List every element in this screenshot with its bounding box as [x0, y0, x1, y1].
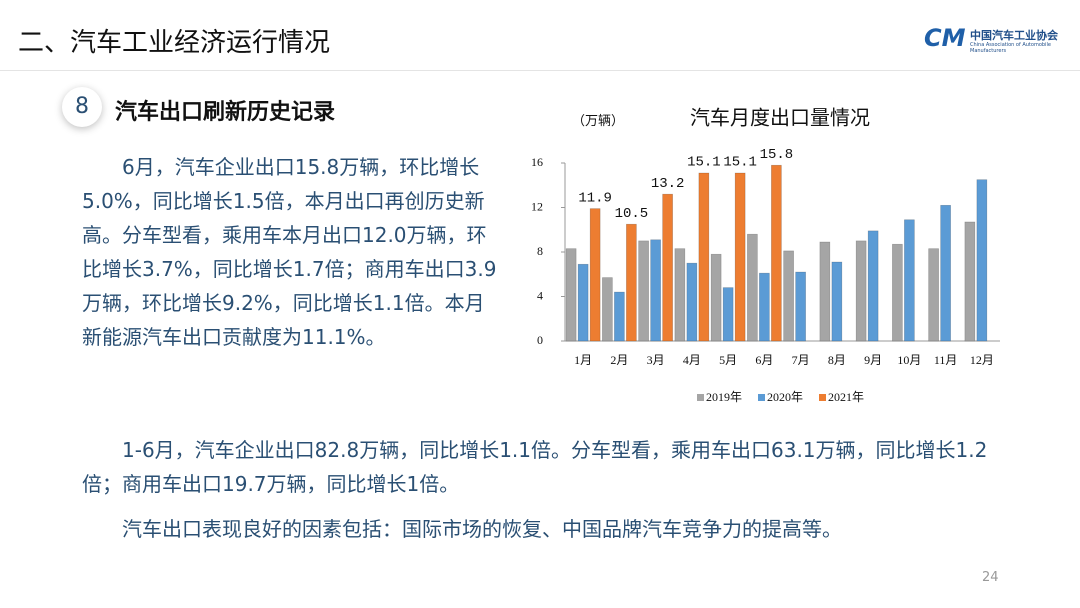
x-tick-label: 3月 [647, 353, 665, 367]
x-tick-label: 8月 [828, 353, 846, 367]
x-tick-label: 12月 [970, 353, 994, 367]
chart: 汽车月度出口量情况 （万辆） 0 4 8 12 16 1月 11.9 2月 10.5 3月 13.2… [531, 107, 1000, 404]
x-tick-label: 1月 [574, 353, 592, 367]
bar [940, 204, 951, 342]
divider [0, 70, 1080, 71]
logo-text: 中国汽车工业协会 [970, 29, 1058, 42]
bar [734, 172, 746, 342]
bar [964, 221, 976, 342]
bar [783, 250, 794, 342]
legend-label: 2021年 [828, 390, 864, 404]
y-tick-label: 8 [537, 244, 543, 258]
bar [892, 243, 903, 342]
bar [698, 172, 710, 342]
bar [602, 277, 613, 342]
y-tick-label: 12 [531, 199, 543, 213]
bar [674, 248, 686, 342]
value-label: 15.1 [687, 155, 721, 171]
bar [565, 248, 577, 342]
bar [626, 223, 637, 342]
slide-title: 二、汽车工业经济运行情况 [18, 28, 331, 58]
page-number: 24 [982, 570, 999, 585]
svg-text:CM: CM [924, 24, 966, 52]
bar [662, 193, 673, 342]
bar [904, 219, 915, 342]
logo-icon: CM [924, 24, 966, 52]
bar [650, 239, 661, 342]
y-tick-label: 16 [531, 155, 543, 169]
bar [819, 241, 831, 342]
bar [747, 233, 758, 342]
section-number: 8 [62, 87, 102, 127]
bar [589, 208, 601, 342]
x-tick-label: 2月 [610, 353, 628, 367]
x-tick-label: 7月 [792, 353, 810, 367]
value-label: 11.9 [578, 190, 612, 206]
bar [638, 240, 649, 342]
legend-swatch [697, 394, 704, 401]
bar [577, 263, 589, 342]
legend-label: 2020年 [767, 390, 803, 404]
bar [686, 262, 698, 342]
x-tick-label: 9月 [864, 353, 882, 367]
bar [759, 272, 770, 342]
value-label: 15.1 [723, 155, 757, 171]
bar [928, 248, 939, 342]
bar [722, 287, 734, 342]
y-tick-label: 4 [537, 288, 543, 302]
value-label: 10.5 [615, 206, 649, 222]
x-tick-label: 6月 [755, 353, 773, 367]
x-tick-label: 5月 [719, 353, 737, 367]
bar [614, 291, 625, 342]
bar [831, 261, 843, 342]
x-tick-label: 11月 [934, 353, 958, 367]
y-axis-label: （万辆） [572, 113, 624, 128]
value-label: 15.8 [760, 147, 794, 163]
section-heading: 汽车出口刷新历史记录 [115, 100, 336, 125]
bar [867, 230, 879, 342]
legend-swatch [819, 394, 826, 401]
y-tick-label: 0 [537, 333, 543, 347]
logo-subtext: China Association of Automobile Manufact… [970, 42, 1051, 54]
legend-label: 2019年 [706, 390, 742, 404]
bar [710, 253, 722, 342]
legend-swatch [758, 394, 765, 401]
chart-title: 汽车月度出口量情况 [690, 107, 870, 130]
paragraph: 1-6月，汽车企业出口82.8万辆，同比增长1.1倍。分车型看，乘用车出口63.… [82, 438, 988, 496]
x-tick-label: 4月 [683, 353, 701, 367]
paragraph: 6月，汽车企业出口15.8万辆，环比增长5.0%，同比增长1.5倍，本月出口再创… [82, 155, 497, 349]
x-tick-label: 10月 [897, 353, 921, 367]
bar [855, 240, 867, 342]
value-label: 13.2 [651, 176, 685, 192]
bar [795, 271, 806, 342]
bar [976, 179, 988, 342]
paragraph: 汽车出口表现良好的因素包括：国际市场的恢复、中国品牌汽车竞争力的提高等。 [122, 517, 842, 541]
bar [771, 164, 782, 342]
